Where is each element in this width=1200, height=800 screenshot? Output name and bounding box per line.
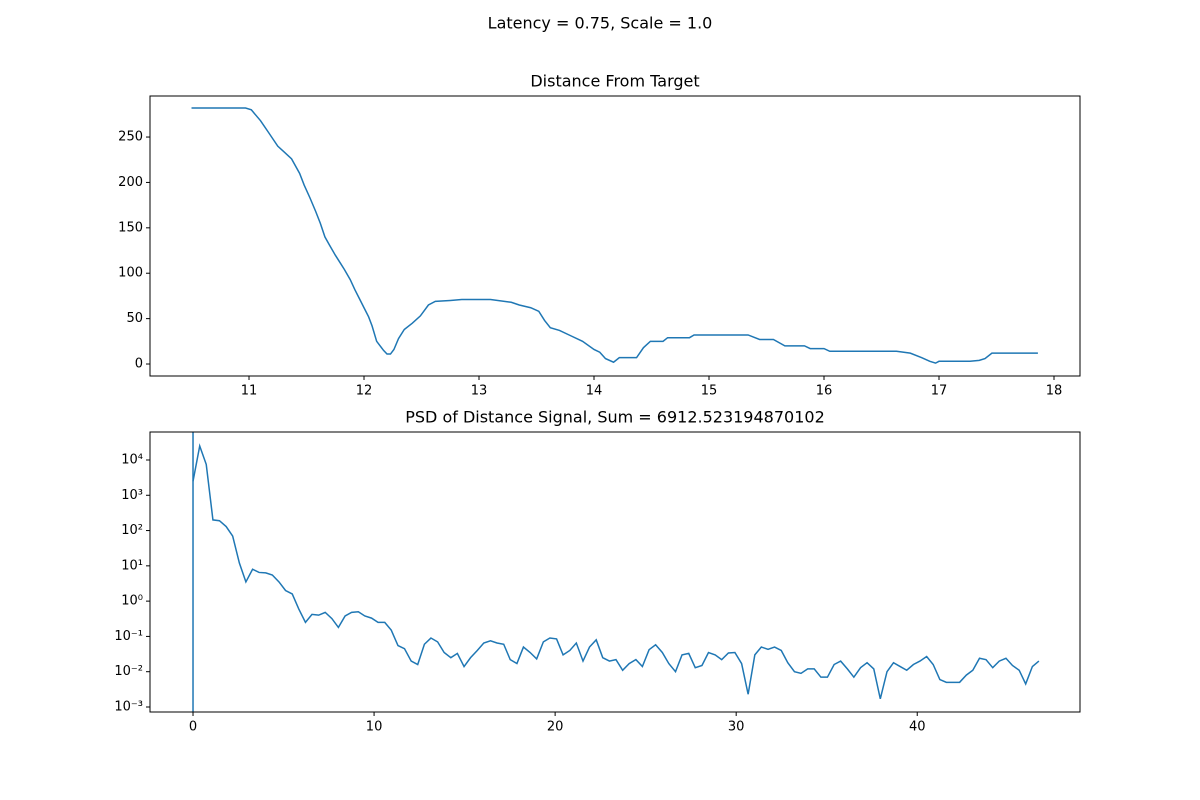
y-tick-label: 10³ xyxy=(121,488,143,503)
y-tick-label: 10² xyxy=(121,523,143,538)
y-tick-label: 200 xyxy=(118,175,143,190)
axes-title: PSD of Distance Signal, Sum = 6912.52319… xyxy=(405,408,825,427)
y-tick-label: 10⁻² xyxy=(114,664,143,679)
x-tick-label: 11 xyxy=(241,384,258,399)
y-tick-label: 250 xyxy=(118,130,143,145)
y-tick-label: 150 xyxy=(118,220,143,235)
y-tick-label: 10¹ xyxy=(121,558,143,573)
x-tick-label: 14 xyxy=(586,384,603,399)
data-line xyxy=(191,107,1038,364)
y-tick-label: 50 xyxy=(126,311,143,326)
y-tick-label: 10⁻³ xyxy=(114,699,143,714)
x-tick-label: 40 xyxy=(909,720,926,735)
x-tick-label: 17 xyxy=(931,384,948,399)
axes-frame xyxy=(149,95,1081,377)
x-tick-label: 0 xyxy=(189,720,197,735)
y-tick-label: 100 xyxy=(118,266,143,281)
y-tick-label: 10⁴ xyxy=(121,452,143,467)
axes-title: Distance From Target xyxy=(530,72,699,91)
x-tick-label: 15 xyxy=(701,384,718,399)
x-tick-label: 16 xyxy=(816,384,833,399)
y-tick-label: 10⁰ xyxy=(121,594,143,609)
figure-title: Latency = 0.75, Scale = 1.0 xyxy=(488,14,713,33)
x-tick-label: 20 xyxy=(547,720,564,735)
x-tick-label: 18 xyxy=(1046,384,1063,399)
x-tick-label: 13 xyxy=(471,384,488,399)
y-tick-label: 0 xyxy=(135,357,143,372)
x-tick-label: 10 xyxy=(366,720,383,735)
data-line xyxy=(192,443,1040,700)
axes-frame xyxy=(149,431,1081,713)
y-tick-label: 10⁻¹ xyxy=(114,629,143,644)
x-tick-label: 12 xyxy=(356,384,373,399)
x-tick-label: 30 xyxy=(728,720,745,735)
